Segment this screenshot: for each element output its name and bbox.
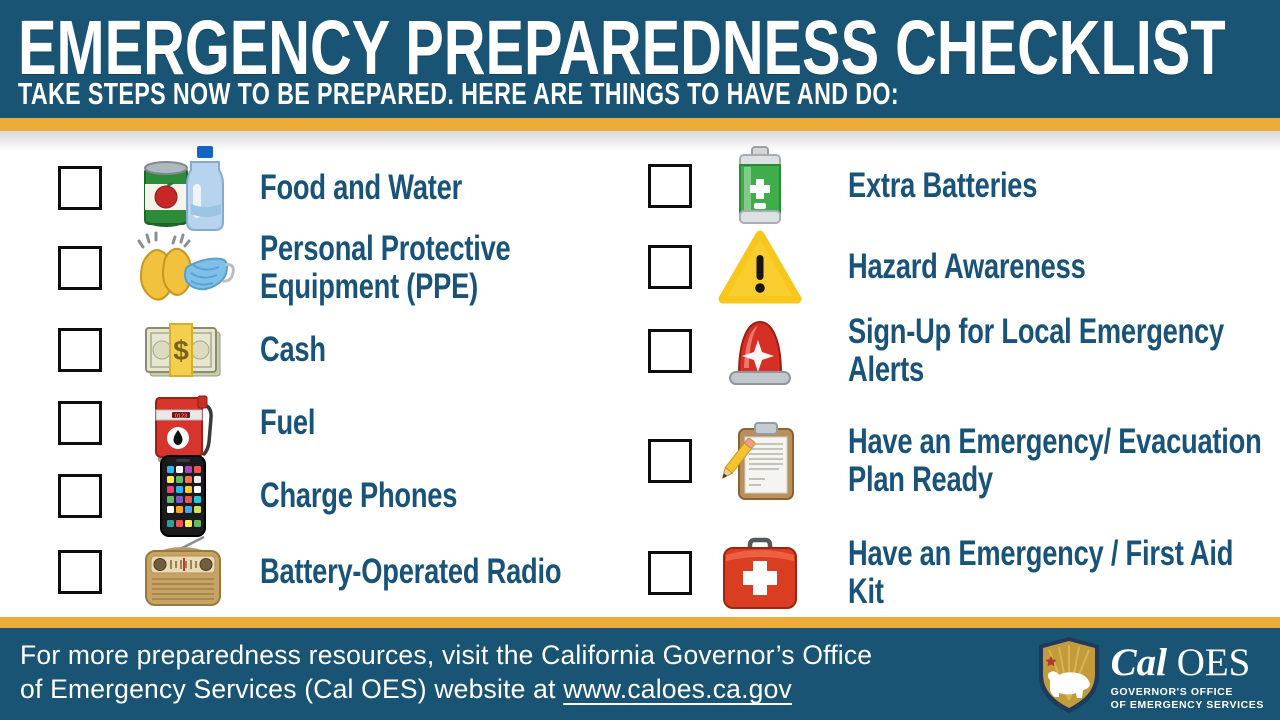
fuel-pump-icon: 0123	[128, 382, 238, 464]
page-subtitle: TAKE STEPS NOW TO BE PREPARED. HERE ARE …	[18, 76, 899, 111]
ppe-icon	[128, 229, 238, 307]
checklist-item-charge-phones: Charge Phones	[58, 453, 700, 539]
footer-banner: For more preparedness resources, visit t…	[0, 628, 1280, 720]
checklist-item-cash: $ Cash	[58, 307, 700, 392]
mobile-phone-icon	[128, 454, 238, 538]
hazard-warning-icon	[710, 229, 810, 305]
siren-icon	[710, 314, 810, 388]
checklist-item-first-aid-kit: Have an Emergency / First Aid Kit	[648, 530, 1280, 615]
footer-line1: For more preparedness resources, visit t…	[20, 640, 873, 670]
caloes-brand-text: Cal OES	[1110, 641, 1251, 684]
gold-divider-bottom	[0, 617, 1280, 628]
caloes-shield-icon	[1037, 636, 1101, 719]
item-label: Personal Protective Equipment (PPE)	[260, 229, 511, 306]
radio-icon	[128, 535, 238, 609]
item-label: Charge Phones	[260, 476, 458, 516]
food-and-water-icon	[128, 144, 238, 232]
evacuation-plan-icon	[710, 419, 810, 503]
item-label: Cash	[260, 329, 326, 369]
checklist-item-radio: Battery-Operated Radio	[58, 530, 700, 614]
checkbox-charge-phones[interactable]	[58, 474, 102, 518]
page-title: EMERGENCY PREPAREDNESS CHECKLIST	[18, 5, 1226, 91]
caloes-website-link[interactable]: www.caloes.ca.gov	[563, 674, 792, 704]
first-aid-kit-icon	[710, 535, 810, 611]
item-label: Sign-Up for Local Emergency Alerts	[848, 312, 1224, 389]
svg-text:0123: 0123	[175, 413, 187, 419]
checkbox-food-and-water[interactable]	[58, 165, 102, 210]
checklist-item-extra-batteries: Extra Batteries	[648, 143, 1280, 228]
checkbox-first-aid-kit[interactable]	[648, 550, 692, 595]
checkbox-ppe[interactable]	[58, 245, 102, 290]
checklist-item-evacuation-plan: Have an Emergency/ Evacuation Plan Ready	[648, 418, 1280, 503]
checklist-item-emergency-alerts: Sign-Up for Local Emergency Alerts	[648, 308, 1280, 393]
header-banner: EMERGENCY PREPAREDNESS CHECKLIST TAKE ST…	[0, 0, 1280, 118]
item-label: Battery-Operated Radio	[260, 552, 562, 592]
battery-icon	[710, 145, 810, 227]
caloes-logo: Cal OES GOVERNOR'S OFFICE OF EMERGENCY S…	[1037, 636, 1264, 719]
checkbox-hazard-awareness[interactable]	[648, 244, 692, 289]
gold-divider-top	[0, 118, 1280, 131]
footer-text: For more preparedness resources, visit t…	[20, 638, 872, 706]
checkbox-radio[interactable]	[58, 550, 102, 594]
checkbox-cash[interactable]	[58, 327, 102, 372]
cash-icon: $	[128, 318, 238, 382]
svg-text:$: $	[173, 335, 189, 366]
checklist-item-ppe: Personal Protective Equipment (PPE)	[58, 225, 700, 310]
checklist-item-hazard-awareness: Hazard Awareness	[648, 224, 1280, 309]
checkbox-extra-batteries[interactable]	[648, 163, 692, 208]
checkbox-evacuation-plan[interactable]	[648, 438, 692, 483]
checkbox-fuel[interactable]	[58, 400, 102, 445]
header-drop-shadow	[0, 131, 1280, 151]
footer-line2: of Emergency Services (Cal OES) website …	[20, 674, 564, 704]
item-label: Hazard Awareness	[848, 246, 1086, 286]
item-label: Have an Emergency/ Evacuation Plan Ready	[848, 422, 1262, 499]
caloes-tagline: GOVERNOR'S OFFICE OF EMERGENCY SERVICES	[1110, 686, 1264, 711]
checkbox-emergency-alerts[interactable]	[648, 328, 692, 373]
item-label: Have an Emergency / First Aid Kit	[848, 534, 1234, 611]
item-label: Fuel	[260, 402, 316, 442]
checklist-item-food-and-water: Food and Water	[58, 144, 700, 232]
item-label: Food and Water	[260, 167, 462, 207]
item-label: Extra Batteries	[848, 165, 1038, 205]
